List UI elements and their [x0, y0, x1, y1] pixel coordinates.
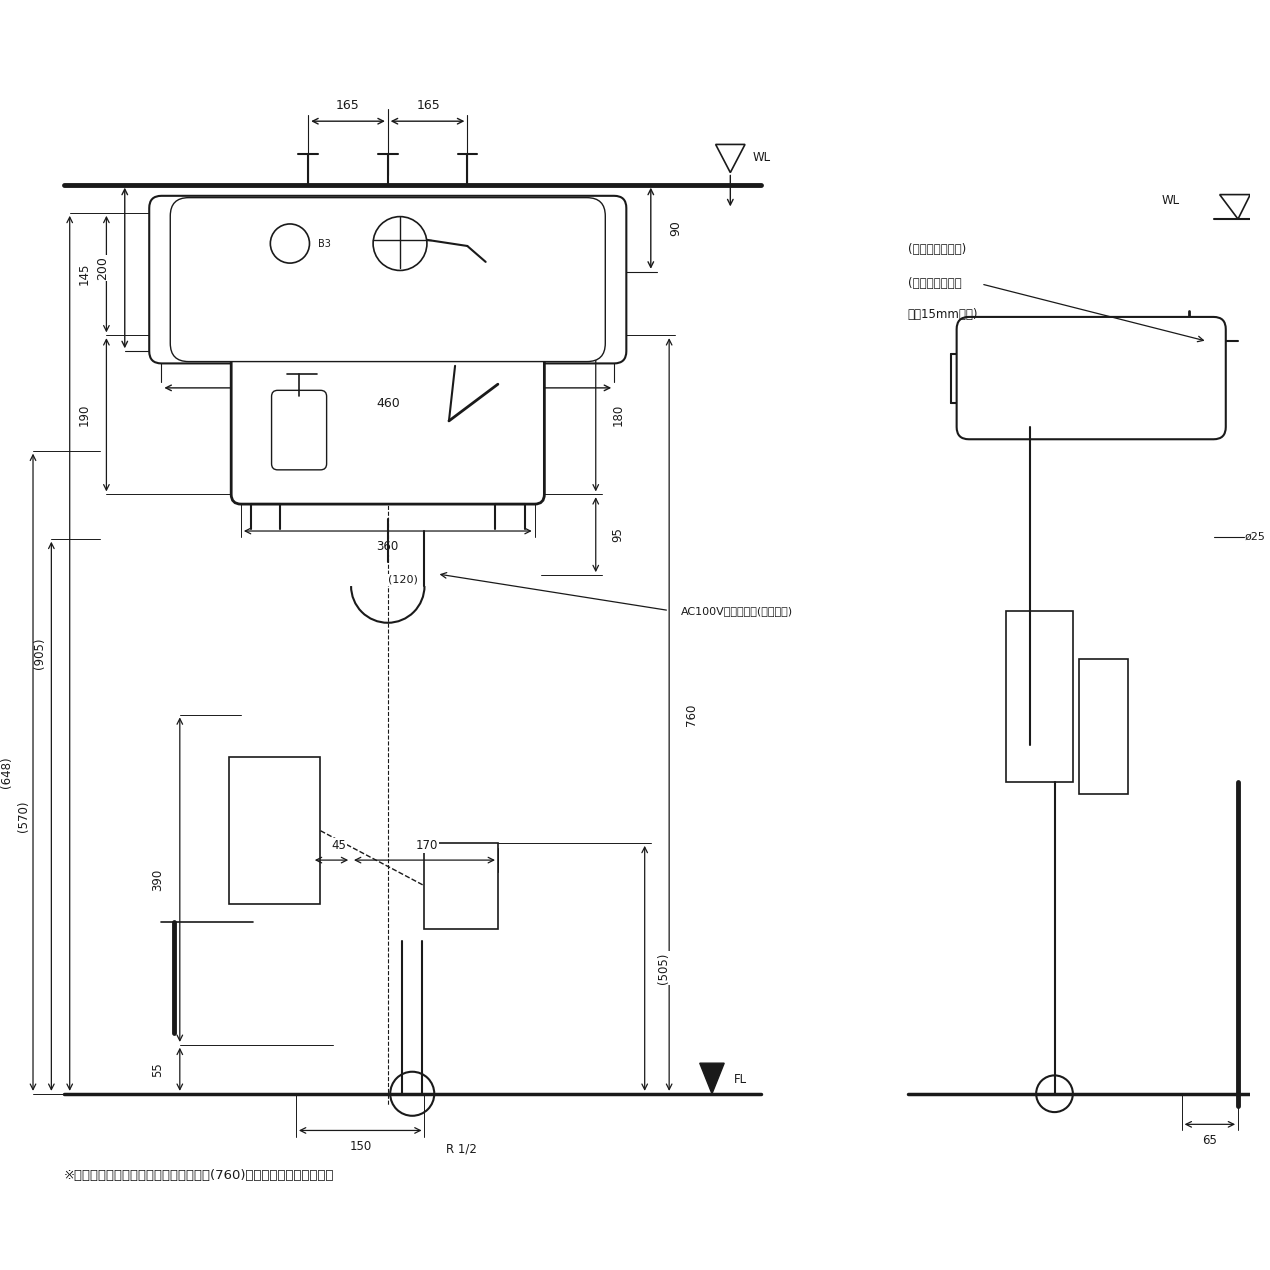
Polygon shape: [700, 1063, 724, 1093]
Text: 45: 45: [331, 839, 347, 852]
Text: 760: 760: [685, 704, 697, 725]
FancyBboxPatch shape: [229, 757, 320, 904]
Text: (648): (648): [0, 757, 13, 789]
Text: B3: B3: [318, 239, 330, 249]
Text: 460: 460: [376, 398, 400, 410]
Text: (補強木ねじ込み: (補強木ねじ込み: [908, 277, 961, 291]
Text: 深さ15mm以上): 深さ15mm以上): [908, 309, 978, 321]
Text: 65: 65: [1203, 1134, 1218, 1147]
Text: (570): (570): [17, 800, 29, 832]
Text: R 1/2: R 1/2: [446, 1142, 476, 1156]
Text: 390: 390: [151, 869, 164, 890]
Text: WL: WL: [752, 151, 771, 164]
FancyBboxPatch shape: [956, 318, 1226, 439]
Text: 200: 200: [97, 257, 109, 279]
Text: 145: 145: [77, 263, 91, 286]
Text: ø25: ø25: [1245, 532, 1265, 542]
FancyBboxPatch shape: [424, 843, 498, 928]
Text: WL: WL: [1162, 194, 1180, 207]
Text: 55: 55: [151, 1062, 164, 1077]
Text: 170: 170: [415, 839, 438, 852]
Text: 120: 120: [377, 251, 399, 264]
Text: (505): (505): [657, 952, 669, 984]
FancyBboxPatch shape: [170, 198, 606, 362]
Text: FL: FL: [734, 1073, 747, 1086]
Bar: [1006, 611, 1073, 782]
FancyBboxPatch shape: [272, 390, 326, 470]
Text: 190: 190: [77, 404, 91, 425]
Text: 90: 90: [669, 220, 682, 236]
Text: AC100Vコンセント(現場手配): AC100Vコンセント(現場手配): [682, 606, 794, 616]
Text: (バックハンガー): (バックハンガー): [908, 243, 966, 257]
FancyBboxPatch shape: [150, 196, 626, 363]
Text: 360: 360: [377, 541, 399, 554]
FancyBboxPatch shape: [231, 325, 545, 504]
Text: 165: 165: [417, 99, 439, 112]
Text: 180: 180: [611, 404, 625, 425]
Text: 165: 165: [335, 99, 359, 112]
Bar: [1080, 659, 1128, 794]
Text: (905): (905): [33, 638, 46, 669]
Text: 150: 150: [349, 1140, 372, 1153]
Text: (120): (120): [387, 575, 418, 585]
Text: ※（　）内寸法は、手洗器あふれ縁高さ(760)を基準にした参考寸法。: ※（ ）内寸法は、手洗器あふれ縁高さ(760)を基準にした参考寸法。: [64, 1170, 334, 1182]
Text: 95: 95: [611, 527, 625, 542]
